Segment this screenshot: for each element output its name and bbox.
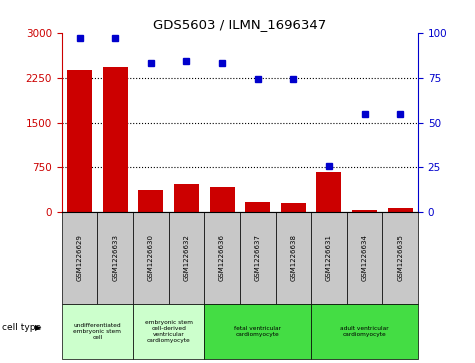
- Bar: [311, 212, 347, 303]
- Bar: [97, 212, 133, 303]
- Bar: [62, 212, 97, 303]
- Text: ▶: ▶: [35, 323, 41, 332]
- Bar: [133, 303, 204, 359]
- Text: GSM1226633: GSM1226633: [112, 234, 118, 281]
- Bar: [67, 70, 92, 212]
- Bar: [204, 212, 240, 303]
- Text: GSM1226630: GSM1226630: [148, 234, 154, 281]
- Bar: [347, 212, 382, 303]
- Text: GSM1226635: GSM1226635: [397, 234, 403, 281]
- Bar: [240, 212, 276, 303]
- Text: GSM1226638: GSM1226638: [290, 234, 296, 281]
- Text: GSM1226637: GSM1226637: [255, 234, 261, 281]
- Bar: [209, 187, 235, 212]
- Bar: [281, 203, 306, 212]
- Bar: [174, 184, 199, 212]
- Text: GSM1226634: GSM1226634: [361, 234, 368, 281]
- Bar: [103, 67, 128, 212]
- Text: GSM1226632: GSM1226632: [183, 234, 190, 281]
- Bar: [245, 202, 270, 212]
- Bar: [311, 303, 418, 359]
- Text: embryonic stem
cell-derived
ventricular
cardiomyocyte: embryonic stem cell-derived ventricular …: [144, 320, 193, 343]
- Text: GSM1226636: GSM1226636: [219, 234, 225, 281]
- Title: GDS5603 / ILMN_1696347: GDS5603 / ILMN_1696347: [153, 19, 326, 32]
- Text: adult ventricular
cardiomyocyte: adult ventricular cardiomyocyte: [340, 326, 389, 337]
- Bar: [62, 303, 133, 359]
- Text: GSM1226631: GSM1226631: [326, 234, 332, 281]
- Bar: [352, 210, 377, 212]
- Bar: [204, 303, 311, 359]
- Bar: [169, 212, 204, 303]
- Bar: [388, 208, 413, 212]
- Bar: [138, 189, 163, 212]
- Text: cell type: cell type: [2, 323, 41, 332]
- Text: undifferentiated
embryonic stem
cell: undifferentiated embryonic stem cell: [73, 323, 122, 340]
- Bar: [276, 212, 311, 303]
- Bar: [382, 212, 418, 303]
- Text: fetal ventricular
cardiomyocyte: fetal ventricular cardiomyocyte: [234, 326, 281, 337]
- Text: GSM1226629: GSM1226629: [76, 234, 83, 281]
- Bar: [133, 212, 169, 303]
- Bar: [316, 172, 342, 212]
